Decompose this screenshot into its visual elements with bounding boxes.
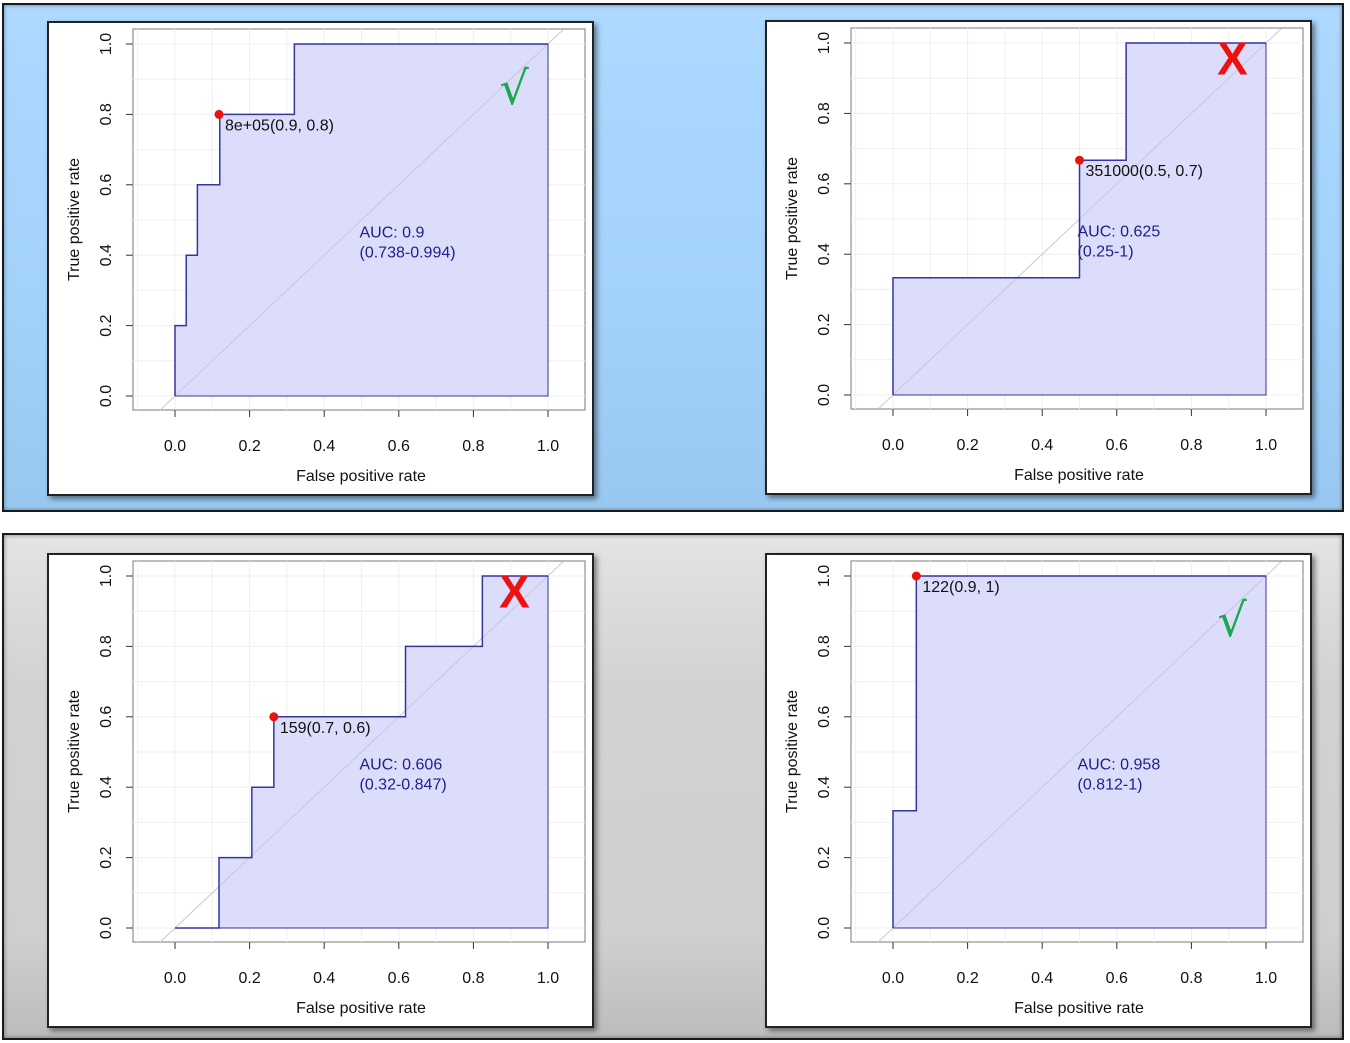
roc-panel-top-left: 0.0 0.2 0.4 0.6 0.8 1.0 0.0 0.2 0.4 0.6 0.8 1.0 Fals… bbox=[47, 21, 594, 496]
chart-0-threshold-label: 8e+05(0.9, 0.8) bbox=[225, 117, 334, 134]
chart-1-y-tick-label: 0.0 bbox=[816, 384, 833, 406]
chart-0-y-tick-label: 0.4 bbox=[98, 244, 115, 266]
chart-1-threshold-label: 351000(0.5, 0.7) bbox=[1086, 163, 1203, 180]
chart-3-roc-curve bbox=[892, 575, 1266, 928]
chart-2-y-tick-label: 0.0 bbox=[98, 917, 115, 939]
chart-3-x-tick-label: 0.8 bbox=[1180, 970, 1202, 987]
chart-0-check-mark-icon: √ bbox=[500, 61, 530, 115]
chart-3-reference-diagonal bbox=[877, 561, 1282, 943]
chart-2-threshold-label: 159(0.7, 0.6) bbox=[280, 720, 371, 737]
chart-0-y-tick-label: 0.6 bbox=[98, 174, 115, 196]
chart-2-ci-label: (0.32-0.847) bbox=[360, 777, 447, 794]
chart-0-svg: 0.0 0.2 0.4 0.6 0.8 1.0 0.0 0.2 0.4 0.6 0.8 1.0 Fals… bbox=[66, 28, 586, 485]
chart-2-y-tick-label: 0.6 bbox=[98, 706, 115, 728]
chart-1-x-tick-label: 0.0 bbox=[882, 437, 904, 454]
chart-0-x-tick-label: 0.4 bbox=[313, 438, 335, 455]
chart-1-y-axis-title: True positive rate bbox=[784, 157, 801, 280]
chart-2-y-tick-label: 0.8 bbox=[98, 635, 115, 657]
chart-0-y-axis-title: True positive rate bbox=[66, 158, 83, 281]
chart-3-area-edge bbox=[893, 576, 1267, 929]
chart-0-auc-label: AUC: 0.9 bbox=[360, 225, 425, 242]
chart-2-y-tick-label: 1.0 bbox=[98, 565, 115, 587]
chart-2-x-tick-label: 0.2 bbox=[238, 970, 260, 987]
chart-2-y-axis-title: True positive rate bbox=[66, 690, 83, 813]
chart-0-roc-curve bbox=[174, 43, 548, 396]
chart-1-svg: 0.0 0.2 0.4 0.6 0.8 1.0 0.0 0.2 0.4 0.6 0.8 1.0 Fals… bbox=[784, 27, 1304, 484]
chart-1-y-tick-label: 0.2 bbox=[816, 313, 833, 335]
chart-1-x-tick-label: 0.6 bbox=[1106, 437, 1128, 454]
roc-panel-bottom-left: 0.0 0.2 0.4 0.6 0.8 1.0 0.0 0.2 0.4 0.6 0.8 1.0 Fals… bbox=[47, 553, 594, 1028]
chart-3-ci-label: (0.812-1) bbox=[1078, 777, 1143, 794]
chart-1-y-tick-label: 0.4 bbox=[816, 243, 833, 265]
chart-3-threshold-label: 122(0.9, 1) bbox=[922, 579, 999, 596]
chart-3-y-tick-label: 0.2 bbox=[816, 846, 833, 868]
chart-0-x-tick-label: 0.2 bbox=[238, 438, 260, 455]
chart-1-x-tick-label: 0.2 bbox=[956, 437, 978, 454]
chart-0-x-tick-label: 0.6 bbox=[388, 438, 410, 455]
chart-2-cross-mark-icon: X bbox=[499, 566, 530, 618]
chart-0-reference-diagonal bbox=[159, 29, 564, 411]
chart-2-y-tick-label: 0.2 bbox=[98, 846, 115, 868]
roc-panel-bottom-right: 0.0 0.2 0.4 0.6 0.8 1.0 0.0 0.2 0.4 0.6 0.8 1.0 Fals… bbox=[765, 553, 1312, 1028]
chart-3-x-tick-label: 0.2 bbox=[956, 970, 978, 987]
chart-2-threshold-point bbox=[269, 712, 279, 722]
chart-3-y-tick-label: 0.4 bbox=[816, 776, 833, 798]
chart-1-area-edge bbox=[893, 43, 1267, 396]
chart-2-y-tick-label: 0.4 bbox=[98, 776, 115, 798]
chart-3-x-tick-label: 1.0 bbox=[1255, 970, 1277, 987]
chart-3-x-tick-label: 0.6 bbox=[1106, 970, 1128, 987]
chart-2-x-axis-title: False positive rate bbox=[296, 1000, 426, 1017]
chart-1-x-axis-title: False positive rate bbox=[1014, 467, 1144, 484]
chart-3-y-tick-label: 0.0 bbox=[816, 917, 833, 939]
chart-3-svg: 0.0 0.2 0.4 0.6 0.8 1.0 0.0 0.2 0.4 0.6 0.8 1.0 Fals… bbox=[784, 560, 1304, 1017]
chart-2-roc-curve bbox=[175, 575, 548, 929]
chart-2-axes: 0.0 0.2 0.4 0.6 0.8 1.0 0.0 0.2 0.4 0.6 0.8 1.0 bbox=[98, 565, 559, 987]
chart-1-threshold-point bbox=[1075, 155, 1084, 165]
chart-2-area-edge bbox=[175, 576, 549, 929]
chart-3-x-axis-title: False positive rate bbox=[1014, 1000, 1144, 1017]
chart-2-x-tick-label: 0.4 bbox=[313, 970, 335, 987]
chart-3-x-tick-label: 0.0 bbox=[882, 970, 904, 987]
chart-3-auc-label: AUC: 0.958 bbox=[1078, 757, 1161, 774]
chart-2-x-tick-label: 0.0 bbox=[164, 970, 186, 987]
chart-2-auc-label: AUC: 0.606 bbox=[360, 757, 443, 774]
chart-0-threshold-point bbox=[214, 109, 224, 119]
chart-1-cross-mark-icon: X bbox=[1217, 33, 1248, 85]
chart-0-ci-label: (0.738-0.994) bbox=[360, 245, 456, 262]
chart-3-check-mark-icon: √ bbox=[1218, 593, 1248, 647]
chart-2-svg: 0.0 0.2 0.4 0.6 0.8 1.0 0.0 0.2 0.4 0.6 0.8 1.0 Fals… bbox=[66, 560, 586, 1017]
chart-3-axes: 0.0 0.2 0.4 0.6 0.8 1.0 0.0 0.2 0.4 0.6 0.8 1.0 bbox=[816, 565, 1277, 987]
chart-3-y-tick-label: 1.0 bbox=[816, 565, 833, 587]
chart-1-ci-label: (0.25-1) bbox=[1078, 244, 1134, 261]
chart-2-x-tick-label: 1.0 bbox=[537, 970, 559, 987]
roc-panel-top-right: 0.0 0.2 0.4 0.6 0.8 1.0 0.0 0.2 0.4 0.6 0.8 1.0 Fals… bbox=[765, 20, 1312, 495]
chart-0-y-tick-label: 0.2 bbox=[98, 314, 115, 336]
chart-1-x-tick-label: 0.4 bbox=[1031, 437, 1053, 454]
chart-3-x-tick-label: 0.4 bbox=[1031, 970, 1053, 987]
chart-0-x-tick-label: 1.0 bbox=[537, 438, 559, 455]
chart-1-axes: 0.0 0.2 0.4 0.6 0.8 1.0 0.0 0.2 0.4 0.6 0.8 1.0 bbox=[816, 32, 1277, 454]
chart-0-y-tick-label: 0.0 bbox=[98, 385, 115, 407]
chart-1-y-tick-label: 0.8 bbox=[816, 102, 833, 124]
chart-1-x-tick-label: 1.0 bbox=[1255, 437, 1277, 454]
chart-0-x-tick-label: 0.0 bbox=[164, 438, 186, 455]
chart-0-y-tick-label: 1.0 bbox=[98, 33, 115, 55]
chart-0-area-edge bbox=[175, 44, 549, 397]
chart-0-x-tick-label: 0.8 bbox=[462, 438, 484, 455]
chart-3-y-tick-label: 0.8 bbox=[816, 635, 833, 657]
chart-1-auc-label: AUC: 0.625 bbox=[1078, 224, 1161, 241]
chart-1-x-tick-label: 0.8 bbox=[1180, 437, 1202, 454]
chart-1-y-tick-label: 1.0 bbox=[816, 32, 833, 54]
chart-0-axes: 0.0 0.2 0.4 0.6 0.8 1.0 0.0 0.2 0.4 0.6 0.8 1.0 bbox=[98, 33, 559, 455]
chart-3-y-axis-title: True positive rate bbox=[784, 690, 801, 813]
chart-3-threshold-point bbox=[911, 571, 921, 581]
chart-0-y-tick-label: 0.8 bbox=[98, 103, 115, 125]
chart-0-x-axis-title: False positive rate bbox=[296, 468, 426, 485]
chart-2-x-tick-label: 0.6 bbox=[388, 970, 410, 987]
chart-2-reference-diagonal bbox=[159, 561, 564, 943]
chart-1-y-tick-label: 0.6 bbox=[816, 173, 833, 195]
chart-3-y-tick-label: 0.6 bbox=[816, 706, 833, 728]
chart-2-x-tick-label: 0.8 bbox=[462, 970, 484, 987]
